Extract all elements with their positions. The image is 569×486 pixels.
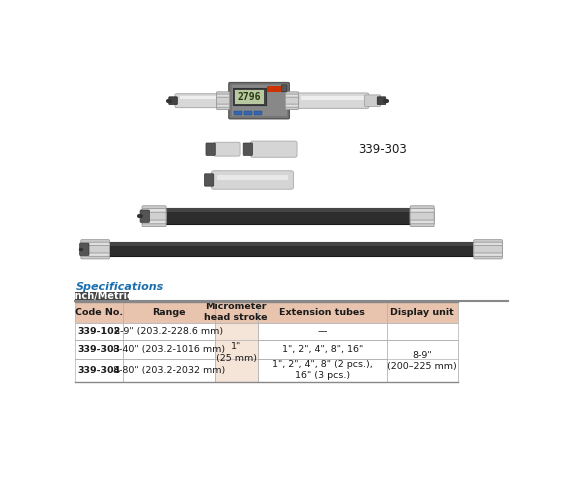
Bar — [386, 359, 458, 382]
Bar — [180, 96, 216, 99]
Text: 8-9" (203.2-228.6 mm): 8-9" (203.2-228.6 mm) — [114, 327, 224, 336]
FancyBboxPatch shape — [81, 240, 109, 259]
FancyBboxPatch shape — [410, 208, 434, 224]
Text: 339-303: 339-303 — [358, 143, 407, 156]
Bar — [258, 323, 386, 340]
FancyBboxPatch shape — [81, 245, 109, 253]
FancyBboxPatch shape — [216, 97, 230, 104]
Bar — [75, 340, 123, 359]
Text: Micrometer
head stroke: Micrometer head stroke — [204, 302, 268, 323]
Bar — [244, 111, 251, 115]
Bar — [75, 323, 123, 340]
FancyBboxPatch shape — [204, 174, 214, 186]
Text: —: — — [318, 327, 327, 336]
Bar — [234, 90, 264, 104]
Bar — [386, 340, 458, 382]
Text: Inch/Metric: Inch/Metric — [71, 291, 133, 301]
FancyBboxPatch shape — [286, 97, 299, 104]
Bar — [258, 340, 386, 359]
Bar — [123, 302, 215, 323]
FancyBboxPatch shape — [286, 94, 299, 107]
Bar — [300, 96, 364, 100]
Bar — [258, 302, 386, 323]
FancyBboxPatch shape — [214, 142, 240, 156]
Bar — [254, 111, 262, 115]
FancyBboxPatch shape — [216, 94, 230, 107]
Bar — [215, 302, 258, 323]
Bar — [234, 111, 242, 115]
Text: 339-303: 339-303 — [77, 345, 121, 354]
Bar — [75, 359, 123, 382]
FancyBboxPatch shape — [410, 212, 434, 220]
Bar — [123, 359, 215, 382]
FancyBboxPatch shape — [365, 95, 381, 106]
Bar — [217, 175, 288, 180]
Bar — [215, 359, 258, 382]
Bar — [386, 323, 458, 340]
Bar — [233, 88, 266, 105]
FancyBboxPatch shape — [410, 206, 434, 226]
Bar — [215, 340, 258, 359]
Bar — [162, 208, 414, 224]
Text: Display unit: Display unit — [390, 308, 454, 317]
Text: Extension tubes: Extension tubes — [279, 308, 365, 317]
Bar — [232, 85, 287, 116]
FancyBboxPatch shape — [81, 242, 109, 256]
FancyBboxPatch shape — [80, 243, 89, 256]
Text: 8-40" (203.2-1016 mm): 8-40" (203.2-1016 mm) — [113, 345, 225, 354]
Bar — [75, 292, 129, 301]
FancyBboxPatch shape — [140, 210, 150, 222]
FancyBboxPatch shape — [474, 240, 502, 259]
FancyBboxPatch shape — [216, 92, 230, 109]
Text: Specifications: Specifications — [76, 281, 164, 292]
FancyBboxPatch shape — [175, 94, 221, 107]
FancyBboxPatch shape — [474, 242, 502, 256]
FancyBboxPatch shape — [286, 92, 299, 109]
FancyBboxPatch shape — [229, 83, 289, 119]
Text: 2796: 2796 — [238, 92, 261, 102]
Bar — [386, 340, 458, 359]
FancyBboxPatch shape — [142, 206, 166, 226]
Text: 1"
(25 mm): 1" (25 mm) — [216, 342, 257, 363]
Bar — [215, 323, 258, 340]
FancyBboxPatch shape — [206, 143, 215, 156]
Bar — [75, 302, 123, 323]
FancyBboxPatch shape — [142, 212, 166, 220]
FancyBboxPatch shape — [212, 171, 294, 189]
Text: 339-304: 339-304 — [77, 365, 121, 375]
Text: 8-9"
(200–225 mm): 8-9" (200–225 mm) — [387, 350, 457, 371]
FancyBboxPatch shape — [243, 143, 253, 156]
FancyBboxPatch shape — [474, 245, 502, 253]
Text: 1", 2", 4", 8" (2 pcs.),
16" (3 pcs.): 1", 2", 4", 8" (2 pcs.), 16" (3 pcs.) — [272, 360, 373, 380]
Text: 8-80" (203.2-2032 mm): 8-80" (203.2-2032 mm) — [113, 365, 225, 375]
FancyBboxPatch shape — [377, 97, 386, 104]
Bar — [267, 86, 281, 92]
Bar — [123, 340, 215, 359]
Bar — [215, 323, 258, 382]
FancyBboxPatch shape — [250, 141, 297, 157]
Bar — [162, 208, 414, 212]
Text: Range: Range — [152, 308, 185, 317]
Text: 1", 2", 4", 8", 16": 1", 2", 4", 8", 16" — [282, 345, 363, 354]
FancyBboxPatch shape — [282, 85, 287, 92]
Bar — [105, 243, 479, 246]
FancyBboxPatch shape — [142, 208, 166, 224]
Bar — [105, 243, 479, 256]
Bar — [258, 359, 386, 382]
FancyBboxPatch shape — [296, 93, 369, 108]
Bar — [386, 302, 458, 323]
FancyBboxPatch shape — [169, 97, 178, 104]
Text: Code No.: Code No. — [75, 308, 123, 317]
Text: 339-102: 339-102 — [77, 327, 121, 336]
Bar — [123, 323, 215, 340]
